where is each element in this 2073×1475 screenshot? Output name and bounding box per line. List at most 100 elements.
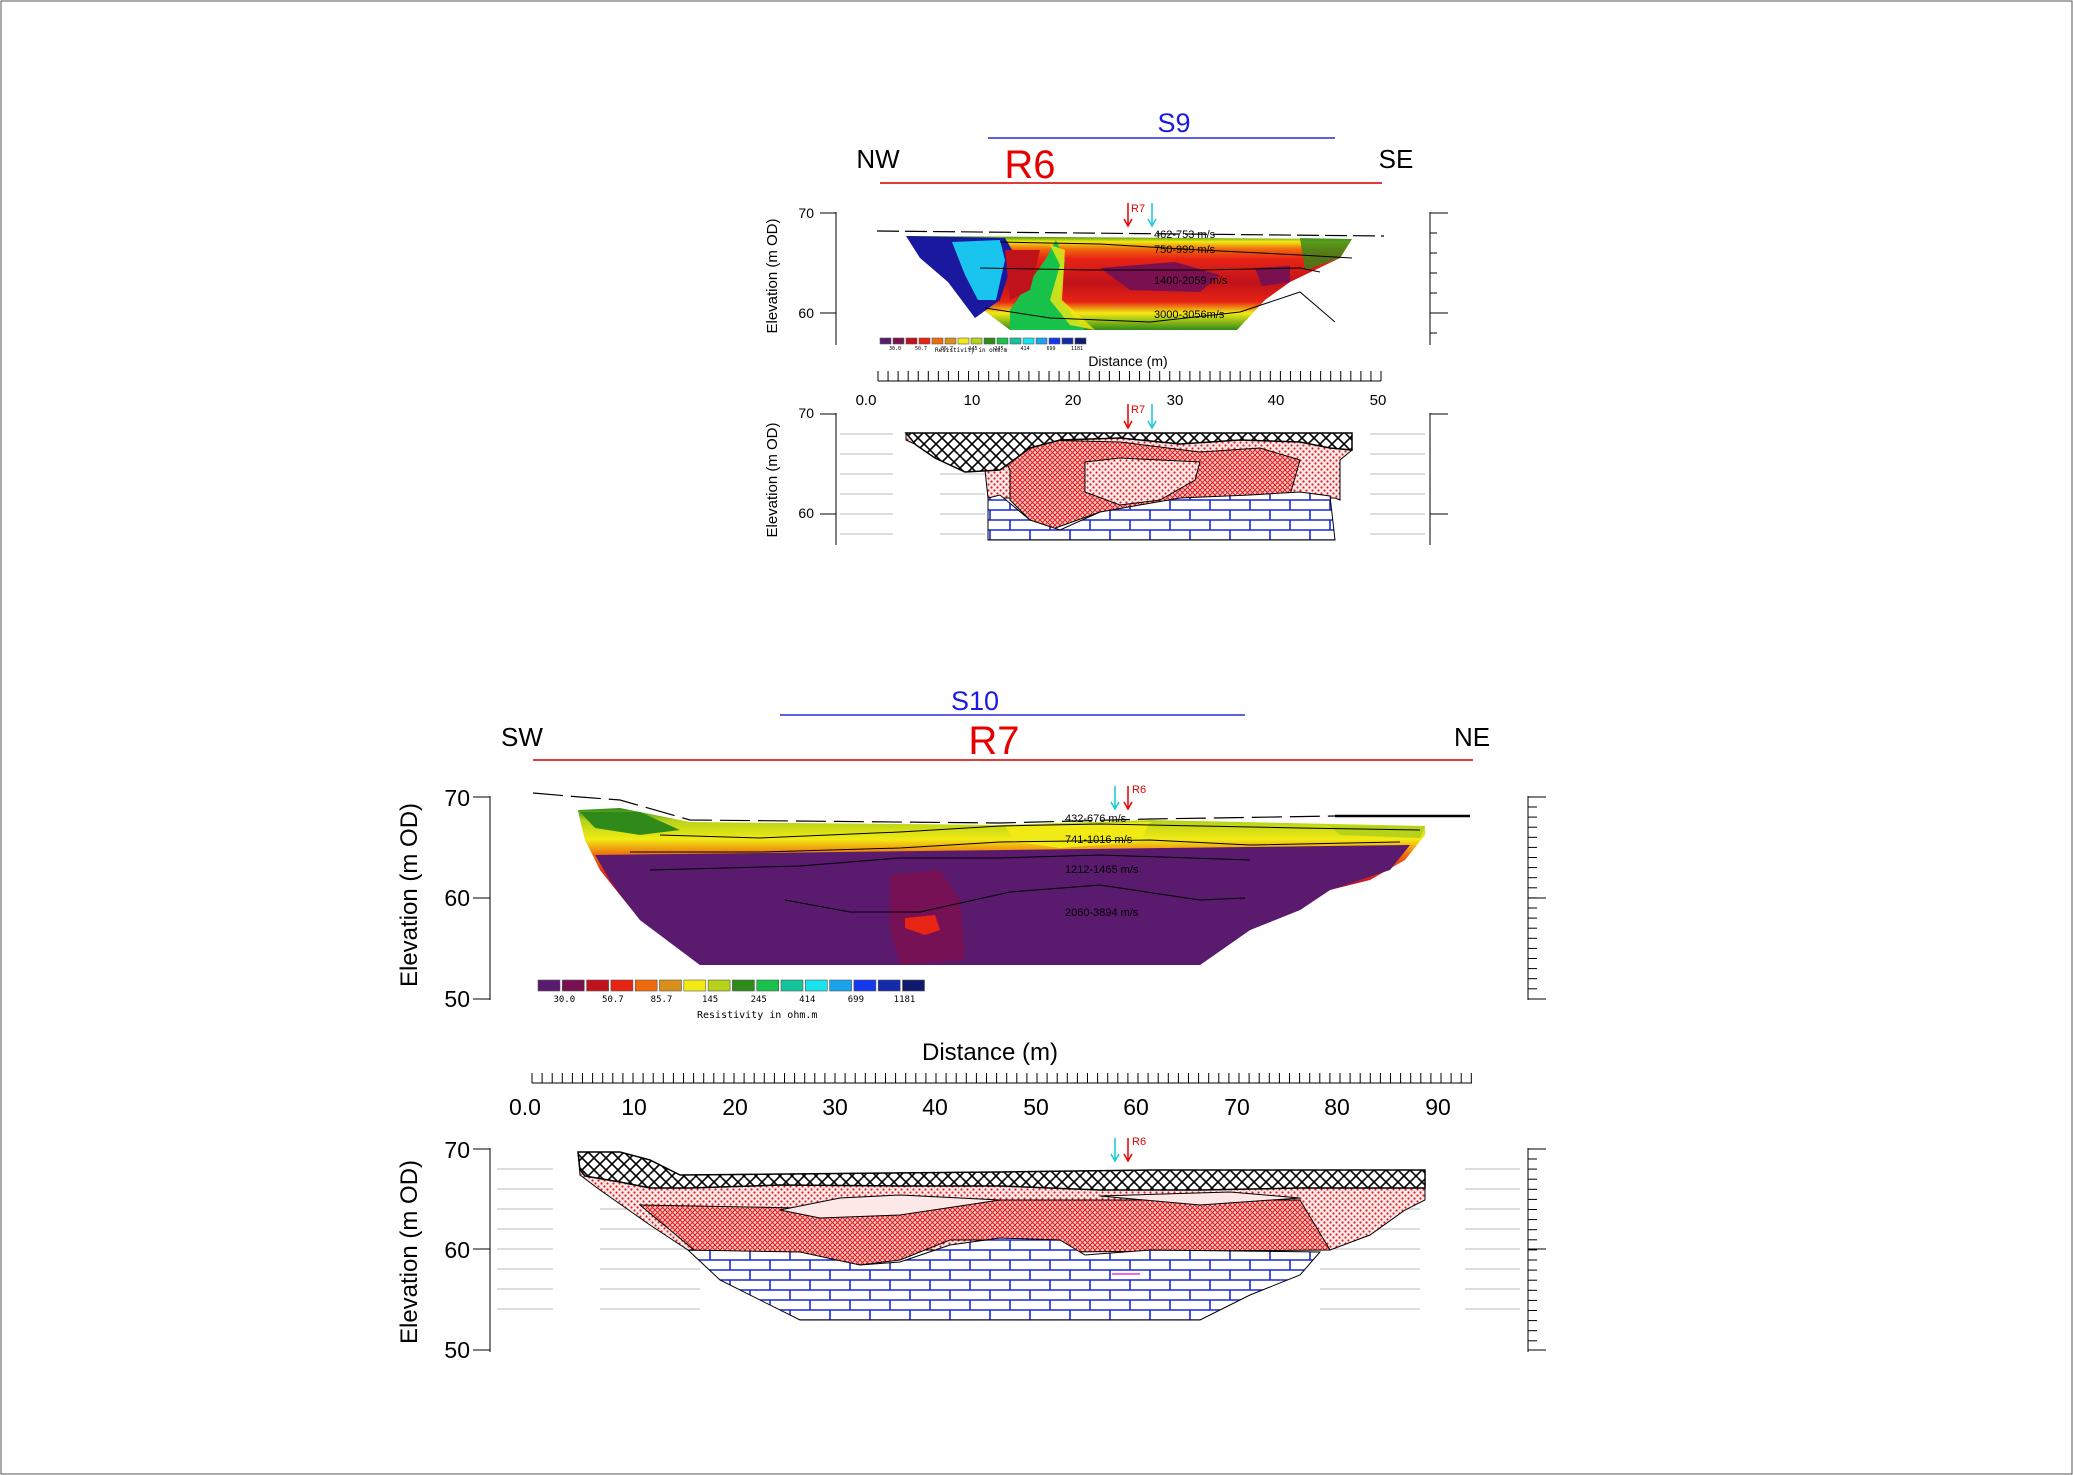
r6-resistivity-section: Elevation (m OD) 70 60	[764, 203, 1448, 354]
r6-legend-swatch	[944, 337, 957, 345]
r6-legend-swatch	[892, 337, 905, 345]
r7-legend-value: 414	[799, 995, 815, 1005]
r6-x-tick-40: 40	[1268, 392, 1285, 409]
r6-velocity-label-4: 3000-3056m/s	[1154, 309, 1225, 321]
r7-x-tick-0: 0.0	[509, 1094, 541, 1120]
r6-x-tick-20: 20	[1065, 392, 1082, 409]
r6-x-tick-10: 10	[964, 392, 981, 409]
r7-x-tick-30: 30	[822, 1094, 848, 1120]
r6-legend-swatch	[996, 337, 1009, 345]
r6-x-tick-0: 0.0	[856, 392, 877, 409]
r7-resistivity-legend: 30.0 50.7 85.7 145 245 414 699 1181	[537, 979, 925, 1005]
r7-legend-caption: Resistivity in ohm.m	[697, 1010, 817, 1021]
r7-legend-swatch	[780, 979, 804, 992]
r7-marker-label: R6	[1132, 784, 1146, 796]
r6-legend-swatch	[918, 337, 931, 345]
r7-legend-swatch	[732, 979, 755, 992]
r7-legend-swatch	[756, 979, 780, 992]
r6-panel: S9 R6 NW SE Elevation (m OD) 70 60	[764, 108, 1448, 545]
r7-interp-limestone	[686, 1237, 1322, 1321]
r7-interp-marker-label: R6	[1132, 1136, 1146, 1148]
r6-legend-swatch	[1022, 337, 1035, 345]
r6-legend-swatch	[1035, 337, 1048, 345]
r6-interpretation-section: Elevation (m OD) 70 60	[764, 404, 1448, 545]
r7-x-tick-90: 90	[1425, 1094, 1451, 1120]
r7-interp-y-tick-70: 70	[444, 1137, 470, 1163]
r7-legend-value: 699	[848, 995, 864, 1005]
r7-legend-swatch	[902, 979, 925, 992]
r6-legend-value: 145	[968, 346, 977, 352]
r6-legend-swatch	[1061, 337, 1074, 345]
r6-legend-swatch	[1009, 337, 1022, 345]
r6-interp-y-tick-70: 70	[798, 405, 814, 421]
r6-legend-value: 50.7	[915, 346, 927, 352]
r7-panel: S10 R7 SW NE Elevation (m OD) 70 60 50	[396, 686, 1546, 1363]
r7-x-tick-70: 70	[1224, 1094, 1250, 1120]
r6-distance-axis: Distance (m) 0.0 10 20 30 40 50	[856, 353, 1387, 409]
r6-interp-topsoil	[904, 432, 1353, 473]
r7-legend-value: 85.7	[651, 995, 673, 1005]
r7-interpretation-section: Elevation (m OD) 70 60 50	[396, 1136, 1546, 1363]
r7-direction-right: NE	[1454, 722, 1490, 752]
r7-distance-axis: Distance (m) 0.0 10 20 30 40 50 60 70 80…	[509, 1039, 1472, 1120]
r7-interp-y-tick-50: 50	[444, 1337, 470, 1363]
r6-legend-value: 699	[1046, 346, 1055, 352]
r7-interp-y-axis-label: Elevation (m OD)	[396, 1160, 423, 1344]
r7-direction-left: SW	[501, 722, 543, 752]
r7-legend-swatch	[659, 979, 682, 992]
r6-velocity-label-2: 750-999 m/s	[1154, 244, 1216, 256]
r7-x-axis-label: Distance (m)	[922, 1039, 1058, 1066]
r7-velocity-label-3: 1212-1465 m/s	[1065, 864, 1139, 876]
r7-legend-swatch	[683, 979, 707, 992]
r6-x-axis-label: Distance (m)	[1088, 353, 1167, 369]
r6-seismic-label: S9	[1157, 108, 1190, 138]
r7-x-tick-80: 80	[1324, 1094, 1350, 1120]
r6-interp-limestone	[987, 491, 1336, 541]
r6-y-axis-label: Elevation (m OD)	[764, 218, 781, 333]
r6-legend-swatch	[1074, 337, 1087, 345]
r6-legend-value: 414	[1020, 346, 1029, 352]
r6-legend-caption: Resistivity in ohm.m	[935, 347, 1008, 354]
r7-y-tick-50: 50	[444, 986, 470, 1012]
r6-legend-value: 1181	[1071, 346, 1083, 352]
r7-seismic-label: S10	[951, 686, 999, 716]
r6-y-tick-60: 60	[798, 305, 814, 321]
r7-legend-swatch	[829, 979, 852, 992]
r7-y-axis-label: Elevation (m OD)	[396, 803, 423, 987]
r6-legend-value: 245	[994, 346, 1003, 352]
r6-x-tick-30: 30	[1167, 392, 1184, 409]
r6-velocity-label-3: 1400-2059 m/s	[1154, 275, 1228, 287]
r6-interp-y-tick-60: 60	[798, 505, 814, 521]
r7-resistivity-section: Elevation (m OD) 70 60 50	[396, 784, 1546, 1021]
r7-interp-topsoil	[577, 1151, 1426, 1191]
r6-legend-swatch	[1048, 337, 1061, 345]
r7-interp-y-tick-60: 60	[444, 1237, 470, 1263]
r7-legend-swatch	[634, 979, 658, 992]
r6-interp-marker-label: R7	[1131, 404, 1145, 416]
r6-x-tick-50: 50	[1370, 392, 1387, 409]
r6-y-tick-70: 70	[798, 205, 814, 221]
r7-legend-value: 50.7	[602, 995, 624, 1005]
r7-legend-swatch	[804, 979, 828, 992]
r7-legend-value: 245	[751, 995, 767, 1005]
r6-velocity-label-1: 462-753 m/s	[1154, 229, 1216, 241]
r7-velocity-label-1: 432-676 m/s	[1065, 813, 1127, 825]
r6-legend-swatch	[879, 337, 892, 345]
r7-legend-value: 145	[702, 995, 718, 1005]
r6-interp-y-axis-label: Elevation (m OD)	[764, 422, 781, 537]
r6-legend-swatch	[957, 337, 970, 345]
r7-x-tick-10: 10	[621, 1094, 647, 1120]
r7-legend-swatch	[853, 979, 877, 992]
r6-legend-swatch	[970, 337, 983, 345]
r7-legend-swatch	[586, 979, 609, 992]
r6-legend-swatch	[931, 337, 944, 345]
r7-x-tick-50: 50	[1023, 1094, 1049, 1120]
r7-x-tick-60: 60	[1123, 1094, 1149, 1120]
r7-y-tick-70: 70	[444, 785, 470, 811]
r7-legend-swatch	[537, 979, 561, 992]
r7-legend-value: 1181	[894, 995, 916, 1005]
r6-legend-swatch	[905, 337, 918, 345]
r6-marker-label: R7	[1131, 203, 1145, 215]
r7-legend-value: 30.0	[553, 995, 575, 1005]
